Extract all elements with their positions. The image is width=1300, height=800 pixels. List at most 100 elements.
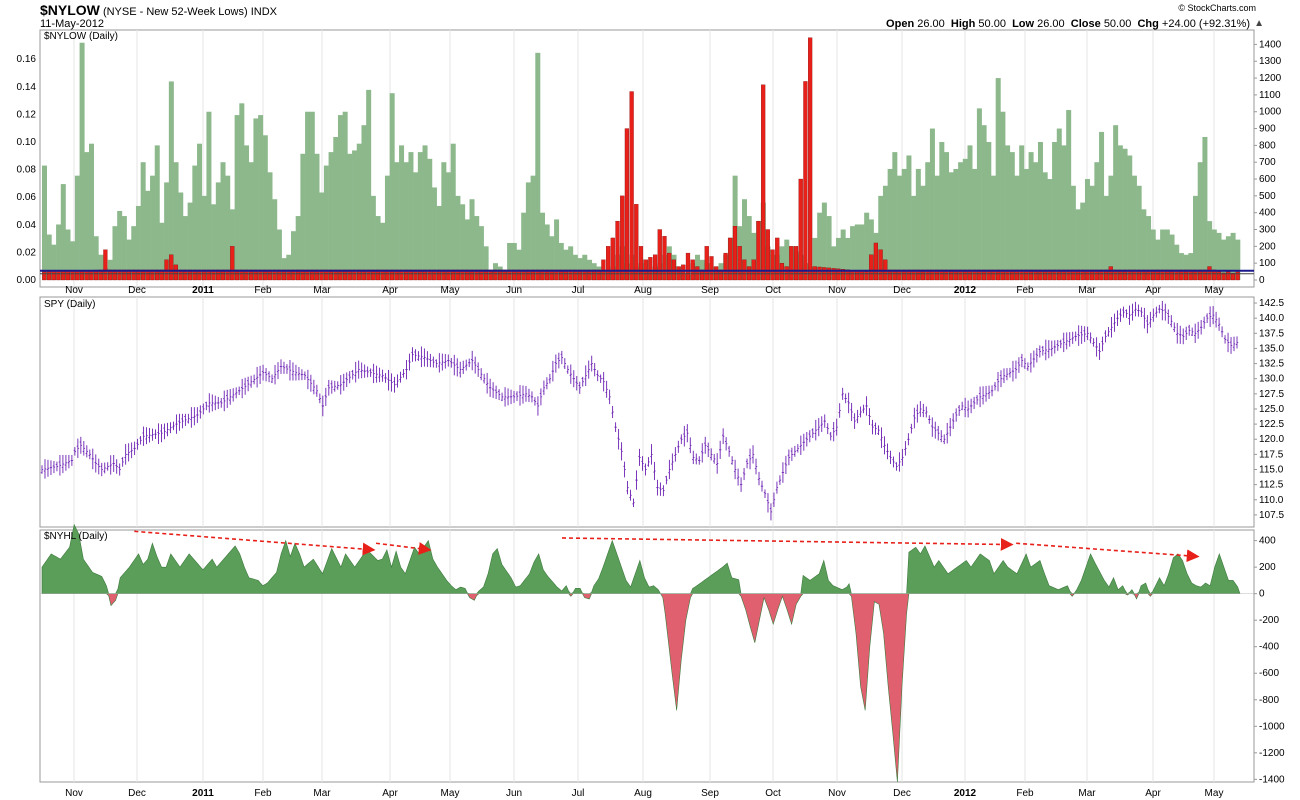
x-tick-label: Jun bbox=[506, 285, 522, 296]
nyhl-right-tick: 0 bbox=[1259, 589, 1265, 600]
nylow-green-bar bbox=[986, 142, 992, 280]
nylow-red-bar bbox=[230, 246, 235, 281]
nylow-green-bar bbox=[915, 168, 921, 280]
nylow-green-bar bbox=[1000, 111, 1006, 280]
spy-ohlc-bars bbox=[40, 300, 1239, 521]
nylow-green-bar bbox=[1019, 145, 1025, 280]
trend-arrows bbox=[134, 530, 1200, 563]
x-tick-label: Oct bbox=[765, 788, 781, 799]
nylow-green-bar bbox=[197, 143, 203, 280]
nylow-green-bar bbox=[1127, 155, 1133, 280]
nylow-green-bar bbox=[300, 153, 306, 280]
nylow-green-bar bbox=[206, 111, 212, 280]
x-tick-label: Feb bbox=[1016, 285, 1034, 296]
nylow-green-bar bbox=[56, 224, 62, 280]
x-tick-label: 2011 bbox=[192, 285, 214, 296]
nylow-right-tick: 200 bbox=[1259, 241, 1276, 252]
x-tick-label: Mar bbox=[313, 788, 331, 799]
nylow-right-tick: 700 bbox=[1259, 157, 1276, 168]
nylow-green-bar bbox=[934, 175, 940, 280]
nylow-green-bar bbox=[1160, 229, 1166, 280]
nylow-green-bar bbox=[549, 236, 555, 280]
nylow-green-bar bbox=[366, 89, 372, 281]
nylow-right-tick: 0 bbox=[1259, 275, 1265, 286]
x-tick-label: Apr bbox=[382, 285, 398, 296]
nylow-green-bar bbox=[272, 199, 278, 280]
nylow-green-bar bbox=[939, 142, 945, 280]
nylow-green-bar bbox=[525, 182, 531, 280]
nylow-green-bar bbox=[464, 219, 470, 280]
nylow-red-bar bbox=[648, 257, 653, 281]
nylow-green-bar bbox=[413, 172, 419, 280]
nylow-green-bar bbox=[112, 226, 118, 280]
nylow-green-bar bbox=[60, 184, 66, 280]
nylow-red-bar bbox=[840, 269, 846, 281]
nylow-red-bar bbox=[873, 242, 879, 281]
nylow-green-bar bbox=[882, 185, 888, 280]
nylow-green-bar bbox=[521, 212, 527, 280]
nylow-green-bar bbox=[478, 226, 484, 280]
nylow-green-bar bbox=[150, 175, 156, 280]
nylow-green-bar bbox=[164, 182, 170, 280]
nylow-green-bar bbox=[159, 222, 165, 280]
nylow-green-bar bbox=[51, 244, 57, 280]
nylow-green-bar bbox=[976, 108, 982, 281]
nylow-green-bar bbox=[967, 145, 973, 280]
nylow-green-bar bbox=[742, 199, 748, 280]
nylow-green-bar bbox=[1230, 232, 1236, 280]
nylow-green-bar bbox=[455, 195, 461, 280]
nylow-green-bar bbox=[422, 145, 428, 280]
nylow-green-bar bbox=[305, 111, 311, 280]
x-tick-label: May bbox=[1205, 788, 1224, 799]
nylow-green-bar bbox=[920, 185, 926, 280]
nylow-green-bar bbox=[981, 125, 987, 280]
nylow-green-bar bbox=[568, 246, 574, 280]
open-value: 26.00 bbox=[917, 18, 945, 30]
nylow-green-bar bbox=[117, 211, 123, 280]
nylow-green-bar bbox=[337, 115, 343, 280]
nylow-green-bar bbox=[972, 168, 978, 280]
nylow-green-bar bbox=[516, 249, 522, 280]
trend-arrow bbox=[1016, 542, 1200, 563]
nylow-green-bar bbox=[173, 162, 179, 280]
nylow-red-bar bbox=[859, 270, 864, 281]
low-value: 26.00 bbox=[1037, 18, 1065, 30]
nylow-green-bar bbox=[262, 135, 268, 280]
nylow-green-bar bbox=[258, 115, 264, 280]
nylow-green-bar bbox=[868, 219, 874, 280]
x-tick-label: Dec bbox=[128, 788, 146, 799]
nylow-red-bar bbox=[803, 81, 808, 281]
nylow-green-bar bbox=[1033, 162, 1039, 280]
nylow-green-bar bbox=[446, 172, 452, 280]
x-tick-label: Oct bbox=[765, 285, 781, 296]
nylow-green-bar bbox=[1202, 136, 1208, 280]
nylow-green-bar bbox=[352, 150, 358, 280]
nylow-green-bar bbox=[276, 229, 282, 280]
x-tick-label: Mar bbox=[1078, 788, 1096, 799]
spy-right-tick: 125.0 bbox=[1259, 404, 1284, 415]
nylow-red-bar bbox=[662, 236, 667, 281]
nylow-right-tick: 1400 bbox=[1259, 39, 1282, 50]
nylow-green-bar bbox=[784, 239, 790, 280]
nylow-green-bar bbox=[582, 254, 588, 280]
nylow-red-bar bbox=[629, 91, 634, 281]
nylow-green-bar bbox=[1178, 253, 1184, 280]
nyhl-right-tick: -800 bbox=[1259, 695, 1279, 706]
close-label: Close bbox=[1070, 18, 1101, 30]
x-tick-label: Aug bbox=[634, 285, 652, 296]
nylow-red-bar bbox=[1235, 271, 1240, 281]
nylow-green-bar bbox=[901, 168, 907, 280]
collapse-arrow-icon[interactable]: ▲ bbox=[1254, 18, 1264, 29]
nylow-red-bar bbox=[756, 220, 761, 281]
watermark: © StockCharts.com bbox=[1178, 3, 1256, 13]
nyhl-negative-area bbox=[41, 593, 1241, 783]
nylow-red-bar bbox=[878, 249, 883, 281]
nylow-green-bar bbox=[483, 246, 489, 280]
nylow-red-bar bbox=[657, 229, 662, 281]
nylow-green-bar bbox=[544, 224, 550, 280]
nylow-panel-frame bbox=[39, 29, 1255, 288]
nylow-green-bar bbox=[370, 195, 376, 280]
nylow-green-bar bbox=[1009, 152, 1015, 280]
nylow-green-bar bbox=[70, 241, 76, 280]
nylow-green-bar bbox=[384, 175, 390, 280]
